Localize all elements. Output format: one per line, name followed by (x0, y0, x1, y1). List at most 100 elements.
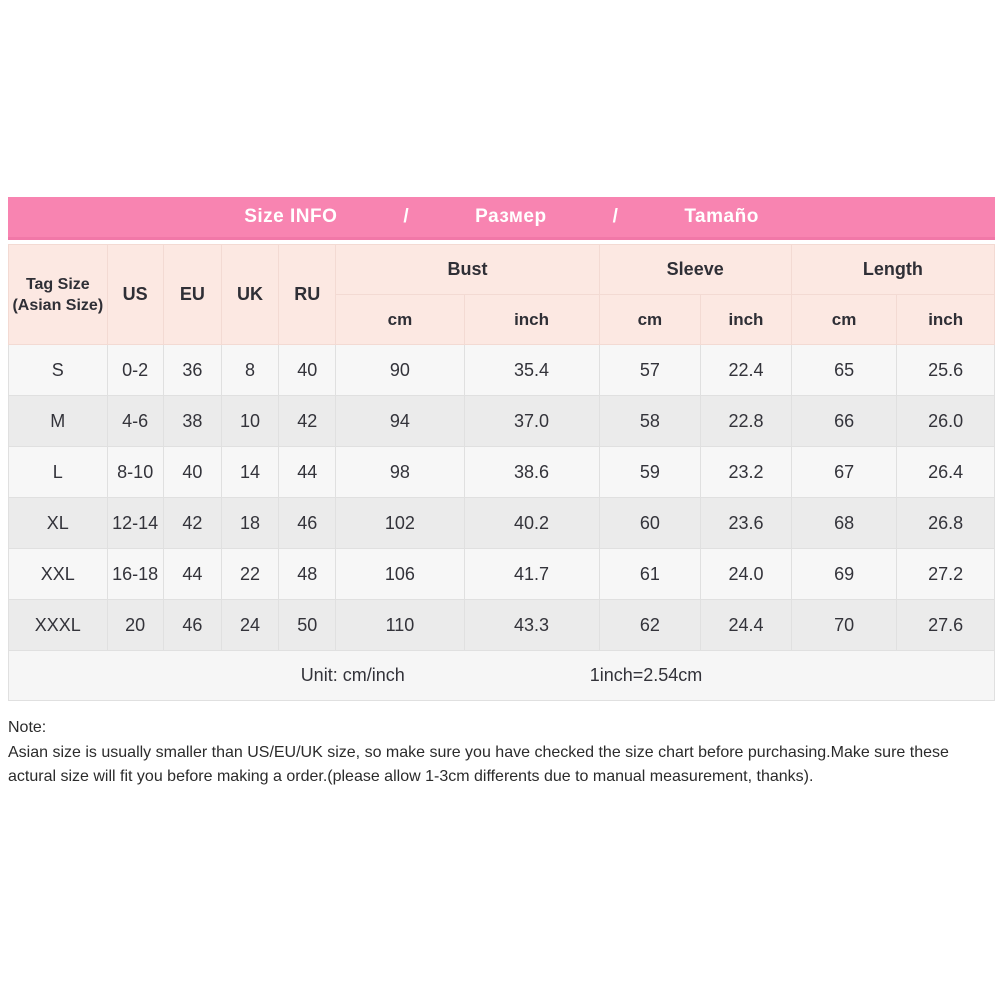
cell-uk: 18 (220, 497, 280, 549)
cell-us: 16-18 (106, 548, 164, 600)
cell-us: 12-14 (106, 497, 164, 549)
banner-separator: / (403, 206, 410, 227)
size-table: Tag Size (Asian Size) US EU UK RU Bust S… (8, 244, 996, 651)
cell-bust-cm: 110 (335, 599, 465, 651)
size-row-xxxl: XXXL 20 46 24 50 110 43.3 62 24.4 70 27.6 (8, 599, 995, 651)
cell-sleeve-cm: 62 (598, 599, 702, 651)
header-row-units: cm inch cm inch cm inch (9, 294, 995, 345)
cell-bust-inch: 38.6 (463, 446, 600, 498)
header-bust-cm: cm (335, 294, 465, 345)
cell-sleeve-cm: 57 (598, 344, 702, 396)
cell-bust-cm: 94 (335, 395, 465, 447)
cell-length-inch: 27.2 (896, 548, 995, 600)
header-bust-inch: inch (463, 294, 600, 345)
cell-length-inch: 26.0 (896, 395, 995, 447)
cell-ru: 40 (278, 344, 337, 396)
cell-length-inch: 26.4 (896, 446, 995, 498)
cell-sleeve-cm: 58 (598, 395, 702, 447)
cell-bust-inch: 43.3 (463, 599, 600, 651)
header-us: US (106, 244, 164, 345)
cell-length-inch: 27.6 (896, 599, 995, 651)
header-tag-size: Tag Size (Asian Size) (8, 244, 108, 345)
cell-uk: 24 (220, 599, 280, 651)
cell-tag: M (8, 395, 108, 447)
header-length-cm: cm (790, 294, 898, 345)
header-eu: EU (162, 244, 222, 345)
unit-row: Unit: cm/inch 1inch=2.54cm (8, 651, 995, 701)
header-sleeve: Sleeve (598, 244, 792, 295)
cell-tag: XXL (8, 548, 108, 600)
cell-eu: 42 (162, 497, 222, 549)
header-ru: RU (278, 244, 337, 345)
cell-length-cm: 66 (790, 395, 898, 447)
cell-ru: 44 (278, 446, 337, 498)
header-length: Length (790, 244, 996, 295)
cell-uk: 10 (220, 395, 280, 447)
cell-ru: 46 (278, 497, 337, 549)
cell-ru: 42 (278, 395, 337, 447)
cell-bust-cm: 90 (335, 344, 465, 396)
cell-length-cm: 69 (790, 548, 898, 600)
header-length-inch: inch (896, 294, 995, 345)
header-uk: UK (220, 244, 280, 345)
conversion-label: 1inch=2.54cm (589, 665, 703, 685)
size-row-s: S 0-2 36 8 40 90 35.4 57 22.4 65 25.6 (8, 344, 995, 396)
cell-sleeve-inch: 22.4 (700, 344, 792, 396)
cell-length-inch: 26.8 (896, 497, 995, 549)
cell-eu: 46 (162, 599, 222, 651)
cell-uk: 8 (220, 344, 280, 396)
cell-tag: L (8, 446, 108, 498)
cell-ru: 48 (278, 548, 337, 600)
cell-us: 8-10 (106, 446, 164, 498)
cell-sleeve-inch: 23.2 (700, 446, 792, 498)
size-row-xl: XL 12-14 42 18 46 102 40.2 60 23.6 68 26.8 (8, 497, 995, 549)
cell-uk: 22 (220, 548, 280, 600)
cell-sleeve-cm: 61 (598, 548, 702, 600)
cell-bust-cm: 106 (335, 548, 465, 600)
cell-eu: 36 (162, 344, 222, 396)
cell-eu: 40 (162, 446, 222, 498)
cell-uk: 14 (220, 446, 280, 498)
note-body: Asian size is usually smaller than US/EU… (8, 744, 949, 785)
cell-tag: XL (8, 497, 108, 549)
size-info-banner: Size INFO / Размер / Tamaño (8, 197, 995, 240)
unit-label: Unit: cm/inch (300, 665, 405, 685)
size-row-xxl: XXL 16-18 44 22 48 106 41.7 61 24.0 69 27.2 (8, 548, 995, 600)
banner-separator: / (612, 206, 619, 227)
note-title: Note: (8, 719, 47, 736)
note-section: Note: Asian size is usually smaller than… (8, 716, 968, 789)
cell-us: 0-2 (106, 344, 164, 396)
banner-title-en: Size INFO (244, 206, 338, 227)
cell-eu: 38 (162, 395, 222, 447)
cell-bust-cm: 102 (335, 497, 465, 549)
cell-tag: XXXL (8, 599, 108, 651)
cell-ru: 50 (278, 599, 337, 651)
cell-bust-inch: 41.7 (463, 548, 600, 600)
cell-length-cm: 68 (790, 497, 898, 549)
cell-bust-cm: 98 (335, 446, 465, 498)
header-bust: Bust (335, 244, 600, 295)
size-row-l: L 8-10 40 14 44 98 38.6 59 23.2 67 26.4 (8, 446, 995, 498)
cell-length-cm: 70 (790, 599, 898, 651)
cell-tag: S (8, 344, 108, 396)
cell-us: 4-6 (106, 395, 164, 447)
header-tag-size-line1: Tag Size (25, 275, 90, 293)
cell-sleeve-cm: 60 (598, 497, 702, 549)
header-sleeve-cm: cm (598, 294, 702, 345)
size-table-body: S 0-2 36 8 40 90 35.4 57 22.4 65 25.6 M 4-6 38 10 42 94 3… (8, 344, 995, 651)
cell-bust-inch: 40.2 (463, 497, 600, 549)
cell-bust-inch: 37.0 (463, 395, 600, 447)
header-sleeve-inch: inch (700, 294, 792, 345)
cell-sleeve-inch: 24.0 (700, 548, 792, 600)
cell-length-inch: 25.6 (896, 344, 995, 396)
cell-us: 20 (106, 599, 164, 651)
size-row-m: M 4-6 38 10 42 94 37.0 58 22.8 66 26.0 (8, 395, 995, 447)
cell-bust-inch: 35.4 (463, 344, 600, 396)
cell-sleeve-inch: 23.6 (700, 497, 792, 549)
cell-eu: 44 (162, 548, 222, 600)
cell-length-cm: 67 (790, 446, 898, 498)
cell-sleeve-inch: 22.8 (700, 395, 792, 447)
banner-title-es: Tamaño (684, 206, 759, 227)
cell-length-cm: 65 (790, 344, 898, 396)
cell-sleeve-cm: 59 (598, 446, 702, 498)
